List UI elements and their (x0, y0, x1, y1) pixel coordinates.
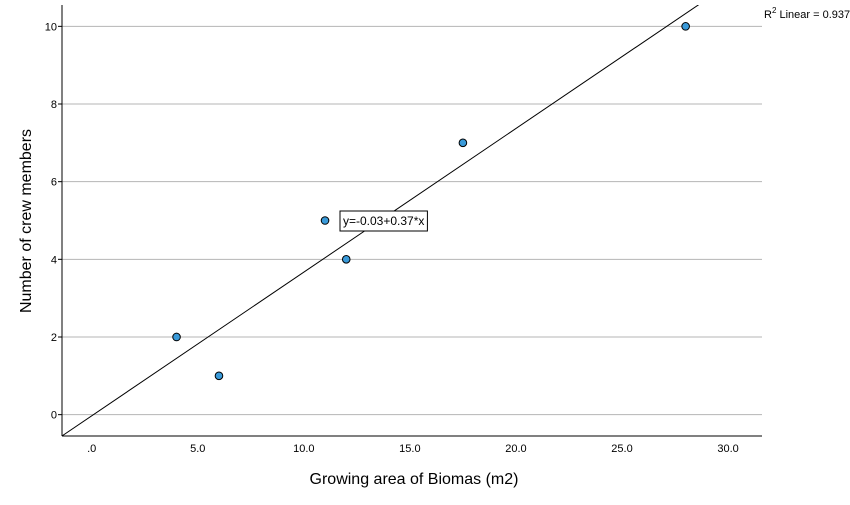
r2-value: Linear = 0.937 (776, 9, 850, 21)
x-tick-label: 30.0 (717, 443, 738, 455)
x-tick-label: .0 (87, 443, 96, 455)
x-tick-label: 15.0 (399, 443, 420, 455)
r2-superscript: 2 (772, 6, 777, 15)
equation-box (339, 210, 428, 232)
fit-line (62, 5, 700, 436)
data-point (458, 138, 468, 148)
data-point (320, 216, 330, 225)
y-tick-label: 10 (45, 21, 57, 33)
x-tick-label: 25.0 (611, 443, 632, 455)
y-tick-label: 0 (51, 410, 57, 422)
y-axis-title: Number of crew members (18, 129, 35, 313)
x-tick-label: 20.0 (505, 443, 526, 455)
y-tick-label: 4 (51, 254, 57, 266)
y-tick-label: 6 (51, 177, 57, 189)
r2-prefix: R (764, 9, 772, 21)
r2-label: R2 Linear = 0.937 (764, 6, 850, 21)
x-tick-label: 5.0 (190, 443, 205, 455)
y-tick-label: 8 (51, 99, 57, 111)
y-tick-label: 2 (51, 332, 57, 344)
equation-label: y=-0.03+0.37*x (343, 214, 424, 228)
x-axis-title: Growing area of Biomas (m2) (310, 471, 519, 488)
fit-line-group (62, 5, 700, 436)
x-tick-label: 10.0 (293, 443, 314, 455)
data-point (214, 371, 224, 381)
annotations: y=-0.03+0.37*x R2 Linear = 0.937 (339, 6, 850, 232)
data-points (172, 22, 690, 381)
axes (58, 5, 762, 437)
data-point (681, 22, 690, 31)
data-point (172, 332, 181, 342)
data-point (341, 255, 351, 264)
